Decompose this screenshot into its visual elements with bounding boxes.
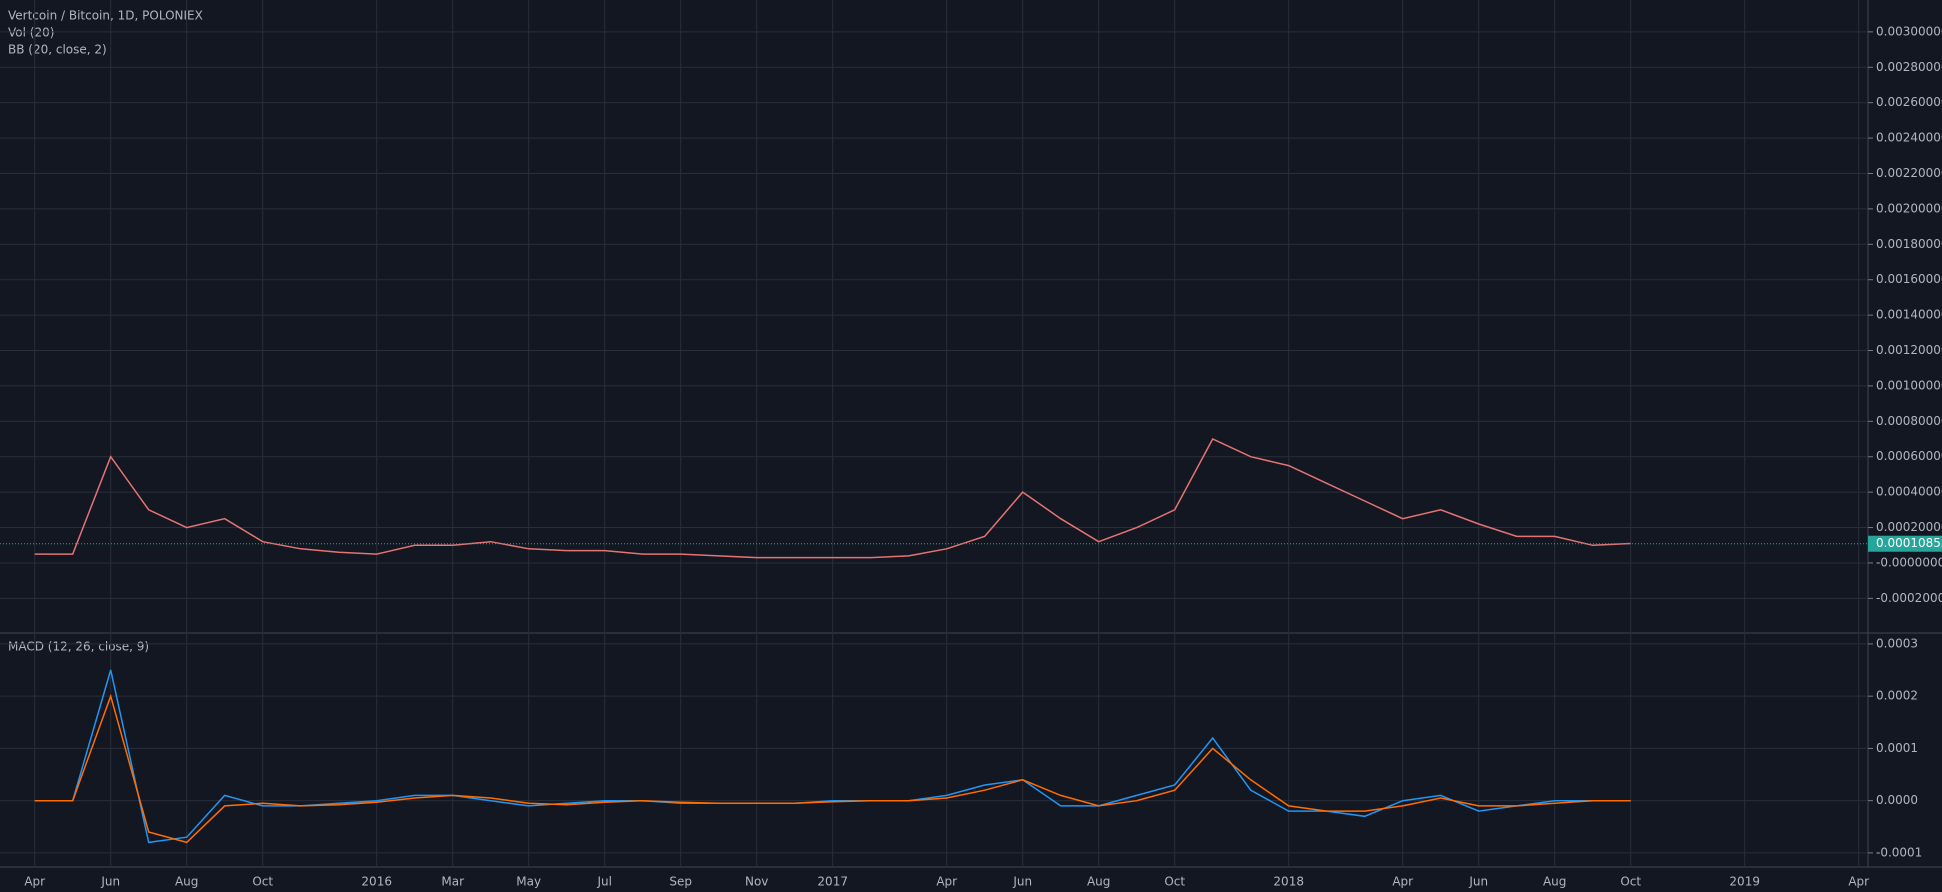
- last-price-box: [1868, 535, 1942, 552]
- y-tick-label: 0.00260000: [1876, 95, 1942, 109]
- y-tick-label: 0.00280000: [1876, 60, 1942, 74]
- x-tick-label: 2019: [1729, 875, 1760, 889]
- y-tick-label: 0.00140000: [1876, 308, 1942, 322]
- x-tick-label: Aug: [175, 875, 198, 889]
- volume-label: Vol (20): [8, 26, 54, 40]
- x-tick-label: Jun: [100, 875, 120, 889]
- x-tick-label: Apr: [936, 875, 957, 889]
- y-tick-label: 0.00300000: [1876, 24, 1942, 38]
- y-tick-label: 0.0001: [1876, 741, 1918, 755]
- x-tick-label: Jul: [596, 875, 611, 889]
- y-tick-label: 0.00160000: [1876, 272, 1942, 286]
- y-tick-label: 0.00120000: [1876, 343, 1942, 357]
- y-tick-label: 0.00220000: [1876, 166, 1942, 180]
- x-tick-label: Aug: [1543, 875, 1566, 889]
- bb-label: BB (20, close, 2): [8, 43, 107, 57]
- y-tick-label: 0.0002: [1876, 689, 1918, 703]
- x-tick-label: Sep: [669, 875, 692, 889]
- x-tick-label: 2017: [817, 875, 848, 889]
- x-tick-label: 2016: [361, 875, 392, 889]
- x-tick-label: Apr: [1392, 875, 1413, 889]
- x-tick-label: Apr: [1848, 875, 1869, 889]
- y-tick-label: 0.00060000: [1876, 449, 1942, 463]
- y-tick-label: -0.00020000: [1876, 591, 1942, 605]
- y-tick-label: 0.00040000: [1876, 485, 1942, 499]
- macd-title: MACD (12, 26, close, 9): [8, 640, 149, 654]
- x-tick-label: May: [516, 875, 541, 889]
- x-tick-label: Mar: [441, 875, 464, 889]
- x-tick-label: Apr: [24, 875, 45, 889]
- y-tick-label: 0.00200000: [1876, 201, 1942, 215]
- y-tick-label: 0.00100000: [1876, 378, 1942, 392]
- y-tick-label: 0.00020000: [1876, 520, 1942, 534]
- y-tick-label: 0.0003: [1876, 636, 1918, 650]
- last-price-label: 0.00010853: [1876, 536, 1942, 550]
- y-tick-label: 0.00240000: [1876, 131, 1942, 145]
- y-tick-label: -0.0001: [1876, 845, 1922, 859]
- x-tick-label: Jun: [1012, 875, 1032, 889]
- x-tick-label: 2018: [1273, 875, 1304, 889]
- x-tick-label: Oct: [1164, 875, 1185, 889]
- series-line: [34, 438, 1631, 559]
- y-tick-label: -0.00000000: [1876, 555, 1942, 569]
- y-tick-label: 0.00180000: [1876, 237, 1942, 251]
- x-tick-label: Jun: [1468, 875, 1488, 889]
- x-tick-label: Oct: [252, 875, 273, 889]
- x-tick-label: Aug: [1087, 875, 1110, 889]
- y-tick-label: 0.0000: [1876, 793, 1918, 807]
- x-tick-label: Nov: [745, 875, 768, 889]
- x-tick-label: Oct: [1620, 875, 1641, 889]
- y-tick-label: 0.00080000: [1876, 414, 1942, 428]
- series-line: [34, 693, 1631, 844]
- chart-title: Vertcoin / Bitcoin, 1D, POLONIEX: [8, 9, 203, 23]
